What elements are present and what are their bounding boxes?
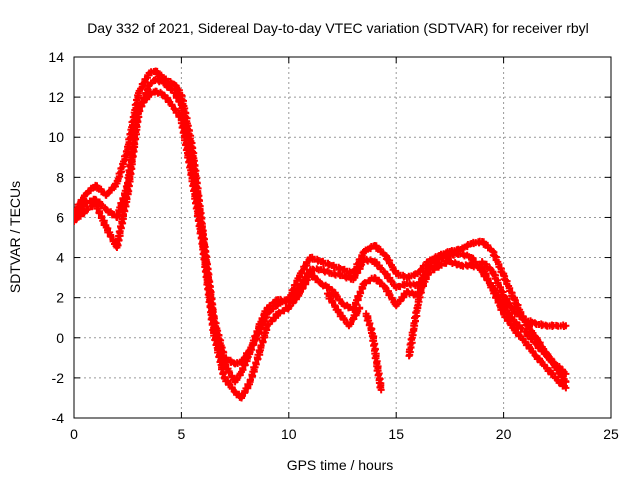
- marker-trail: [544, 350, 561, 373]
- marker-trail: [368, 332, 381, 366]
- series-f: [405, 282, 426, 360]
- marker-trail: [177, 92, 196, 150]
- x-tick-label: 5: [178, 426, 186, 442]
- series-g: [323, 290, 364, 330]
- y-tick-label: 10: [48, 129, 64, 145]
- marker-trail: [349, 280, 367, 312]
- marker-trail: [199, 243, 218, 334]
- marker-trail: [246, 346, 264, 384]
- y-tick-label: -2: [52, 370, 65, 386]
- chart-title: Day 332 of 2021, Sidereal Day-to-day VTE…: [87, 20, 589, 36]
- y-axis-label: SDTVAR / TECUs: [7, 181, 23, 293]
- y-tick-label: 12: [48, 89, 64, 105]
- marker-trail: [285, 292, 303, 310]
- marker-trail: [362, 312, 376, 337]
- marker-trail: [554, 377, 568, 390]
- marker-trail: [383, 270, 399, 290]
- marker-trail: [373, 362, 385, 392]
- marker-trail: [135, 71, 152, 95]
- data-point: [562, 384, 570, 392]
- marker-trail: [489, 270, 507, 299]
- ticks: 0 5 10 15 20 25 -4 -2 0 2 4 6 8 10 12 14: [48, 49, 619, 442]
- grid: [74, 57, 611, 418]
- marker-trail: [533, 353, 549, 370]
- marker-trail: [478, 265, 497, 291]
- plot-frame: [73, 56, 612, 419]
- y-tick-label: 4: [56, 250, 64, 266]
- series-layer: [74, 67, 570, 402]
- marker-trail: [543, 365, 559, 382]
- marker-trail: [233, 358, 244, 367]
- marker-trail: [74, 200, 89, 222]
- marker-trail: [489, 248, 508, 278]
- y-tick-label: 8: [56, 169, 64, 185]
- marker-trail: [172, 106, 184, 121]
- marker-trail: [161, 92, 178, 113]
- marker-trail: [325, 291, 342, 314]
- marker-trail: [347, 305, 364, 328]
- marker-trail: [113, 147, 131, 185]
- marker-trail: [382, 252, 400, 275]
- y-tick-label: -4: [52, 410, 65, 426]
- x-tick-label: 25: [603, 426, 619, 442]
- data-point: [74, 215, 78, 223]
- plot-border: [73, 56, 612, 419]
- marker-trail: [405, 327, 418, 359]
- marker-trail: [257, 324, 271, 350]
- marker-trail: [500, 293, 518, 314]
- marker-trail: [221, 375, 238, 395]
- marker-trail: [447, 258, 463, 269]
- marker-trail: [533, 334, 550, 357]
- x-tick-label: 0: [70, 426, 78, 442]
- marker-trail: [350, 249, 367, 275]
- series-d: [478, 258, 570, 330]
- marker-trail: [247, 325, 264, 352]
- x-tick-label: 10: [281, 426, 297, 442]
- marker-trail: [328, 287, 346, 307]
- marker-trail: [233, 370, 244, 384]
- marker-trail: [511, 327, 527, 344]
- marker-trail: [92, 196, 109, 212]
- x-tick-label: 15: [388, 426, 404, 442]
- series-a: [74, 75, 570, 386]
- marker-trail: [500, 311, 518, 332]
- series-c: [74, 87, 570, 402]
- marker-trail: [414, 284, 426, 309]
- marker-trail: [410, 304, 422, 333]
- series-e: [362, 310, 385, 394]
- marker-trail: [479, 259, 495, 274]
- marker-trail: [489, 287, 507, 316]
- marker-trail: [296, 254, 314, 277]
- x-axis-label: GPS time / hours: [287, 457, 394, 473]
- y-tick-label: 14: [48, 49, 64, 65]
- marker-trail: [188, 175, 207, 248]
- marker-trail: [113, 182, 131, 220]
- y-tick-label: 0: [56, 330, 64, 346]
- data-point: [356, 304, 364, 312]
- marker-trail: [153, 67, 166, 82]
- marker-trail: [210, 329, 229, 381]
- y-tick-label: 6: [56, 209, 64, 225]
- marker-trail: [177, 116, 196, 179]
- data-point: [562, 322, 570, 330]
- data-point: [377, 386, 385, 394]
- marker-trail: [393, 290, 410, 308]
- marker-trail: [147, 68, 158, 77]
- marker-trail: [500, 272, 518, 302]
- marker-trail: [307, 270, 324, 286]
- y-tick-label: 2: [56, 290, 64, 306]
- marker-trail: [285, 273, 304, 301]
- marker-trail: [372, 274, 388, 290]
- x-tick-label: 20: [496, 426, 512, 442]
- data-point: [418, 282, 426, 290]
- marker-trail: [172, 82, 184, 97]
- marker-trail: [124, 105, 143, 187]
- marker-trail: [469, 262, 484, 271]
- marker-trail: [238, 380, 253, 400]
- marker-trail: [113, 190, 132, 249]
- marker-trail: [522, 339, 539, 359]
